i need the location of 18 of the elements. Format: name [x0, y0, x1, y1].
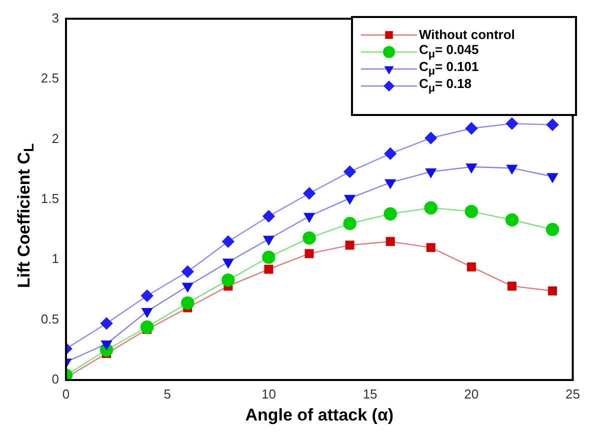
y-tick-label: 1	[52, 251, 59, 266]
y-tick-label: 1.5	[40, 190, 59, 206]
y-tick-label: 2	[52, 130, 59, 146]
legend-label: C$_{μ}$= 0.045	[419, 42, 479, 61]
legend-label: Without control	[419, 27, 515, 42]
y-tick-label: 0	[52, 372, 59, 387]
x-axis-title: Angle of attack (α)	[245, 405, 394, 424]
y-tick-label: 0.5	[40, 311, 59, 326]
y-tick-label: 2.5	[40, 70, 59, 86]
x-tick-label: 0	[62, 386, 70, 402]
x-tick-label: 10	[261, 386, 276, 402]
legend-label: C$_{μ}$= 0.101	[419, 59, 479, 78]
y-tick-label: 3	[52, 10, 59, 26]
x-tick-label: 5	[164, 386, 171, 402]
x-tick-label: 25	[566, 386, 580, 402]
legend-label: C$_{μ}$= 0.18	[419, 76, 472, 95]
x-tick-label: 15	[362, 386, 378, 402]
x-tick-label: 20	[464, 386, 479, 402]
